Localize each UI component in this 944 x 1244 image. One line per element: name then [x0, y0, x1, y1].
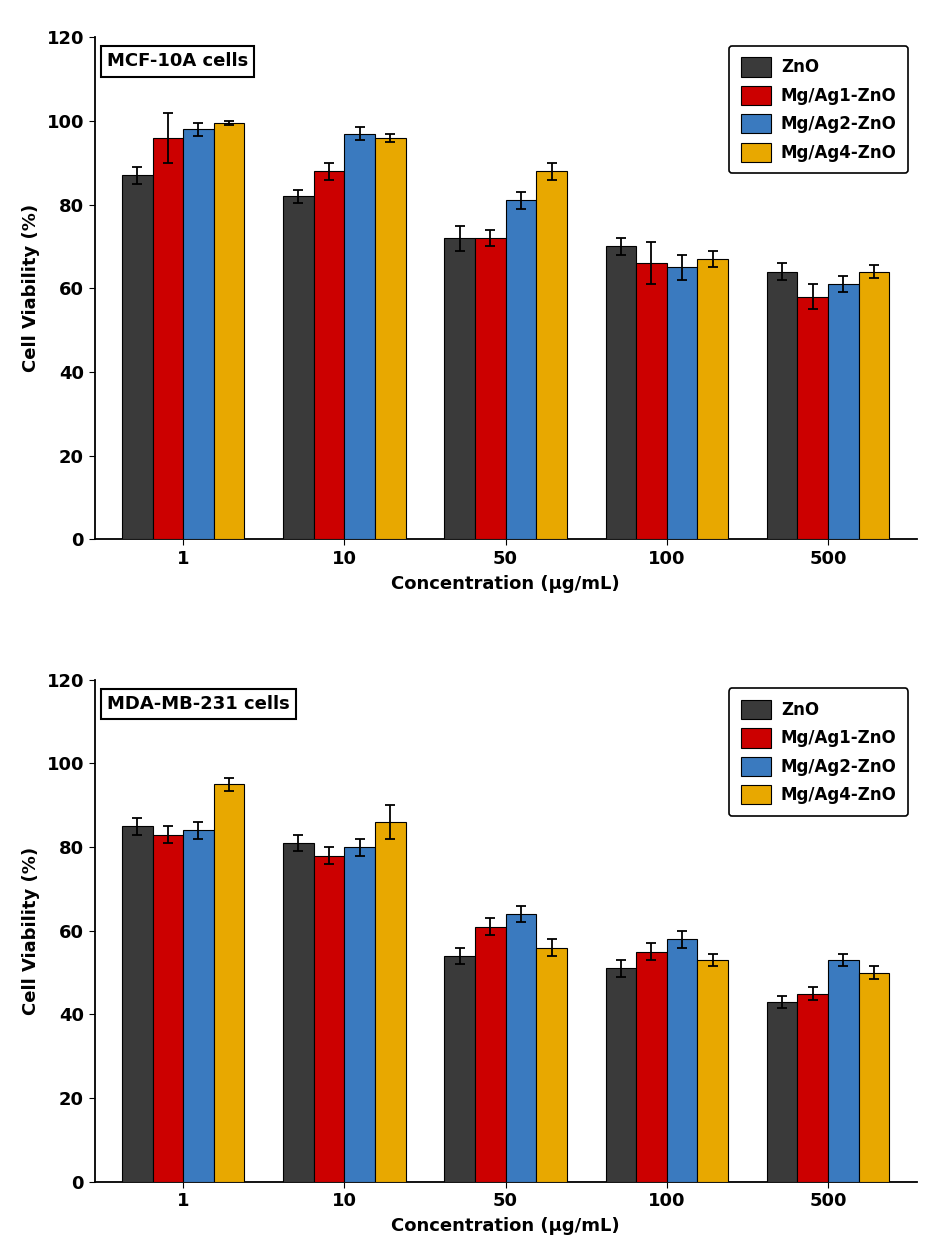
Bar: [535, 948, 566, 1182]
Bar: [766, 1001, 797, 1182]
Bar: [666, 939, 697, 1182]
Bar: [827, 960, 858, 1182]
Text: MCF-10A cells: MCF-10A cells: [107, 52, 248, 71]
Bar: [858, 271, 888, 540]
Bar: [635, 264, 666, 540]
Bar: [505, 200, 535, 540]
X-axis label: Concentration (μg/mL): Concentration (μg/mL): [391, 575, 619, 592]
Bar: [605, 246, 635, 540]
Bar: [183, 129, 213, 540]
Y-axis label: Cell Viability (%): Cell Viability (%): [22, 847, 40, 1015]
Bar: [183, 831, 213, 1182]
Bar: [475, 927, 505, 1182]
Bar: [344, 133, 375, 540]
Bar: [505, 914, 535, 1182]
Bar: [797, 296, 827, 540]
Bar: [152, 138, 183, 540]
Bar: [535, 172, 566, 540]
Bar: [697, 259, 727, 540]
Text: MDA-MB-231 cells: MDA-MB-231 cells: [107, 695, 289, 713]
Bar: [122, 826, 152, 1182]
Bar: [827, 284, 858, 540]
Bar: [152, 835, 183, 1182]
Bar: [697, 960, 727, 1182]
Bar: [666, 267, 697, 540]
Bar: [313, 172, 344, 540]
Legend: ZnO, Mg/Ag1-ZnO, Mg/Ag2-ZnO, Mg/Ag4-ZnO: ZnO, Mg/Ag1-ZnO, Mg/Ag2-ZnO, Mg/Ag4-ZnO: [729, 46, 907, 173]
Bar: [797, 994, 827, 1182]
Bar: [375, 138, 405, 540]
Y-axis label: Cell Viability (%): Cell Viability (%): [22, 204, 40, 372]
Bar: [475, 238, 505, 540]
Bar: [213, 785, 244, 1182]
Bar: [858, 973, 888, 1182]
Bar: [375, 822, 405, 1182]
X-axis label: Concentration (μg/mL): Concentration (μg/mL): [391, 1217, 619, 1235]
Bar: [313, 856, 344, 1182]
Bar: [766, 271, 797, 540]
Bar: [635, 952, 666, 1182]
Legend: ZnO, Mg/Ag1-ZnO, Mg/Ag2-ZnO, Mg/Ag4-ZnO: ZnO, Mg/Ag1-ZnO, Mg/Ag2-ZnO, Mg/Ag4-ZnO: [729, 688, 907, 816]
Bar: [605, 969, 635, 1182]
Bar: [122, 175, 152, 540]
Bar: [283, 843, 313, 1182]
Bar: [444, 238, 475, 540]
Bar: [344, 847, 375, 1182]
Bar: [213, 123, 244, 540]
Bar: [283, 197, 313, 540]
Bar: [444, 955, 475, 1182]
